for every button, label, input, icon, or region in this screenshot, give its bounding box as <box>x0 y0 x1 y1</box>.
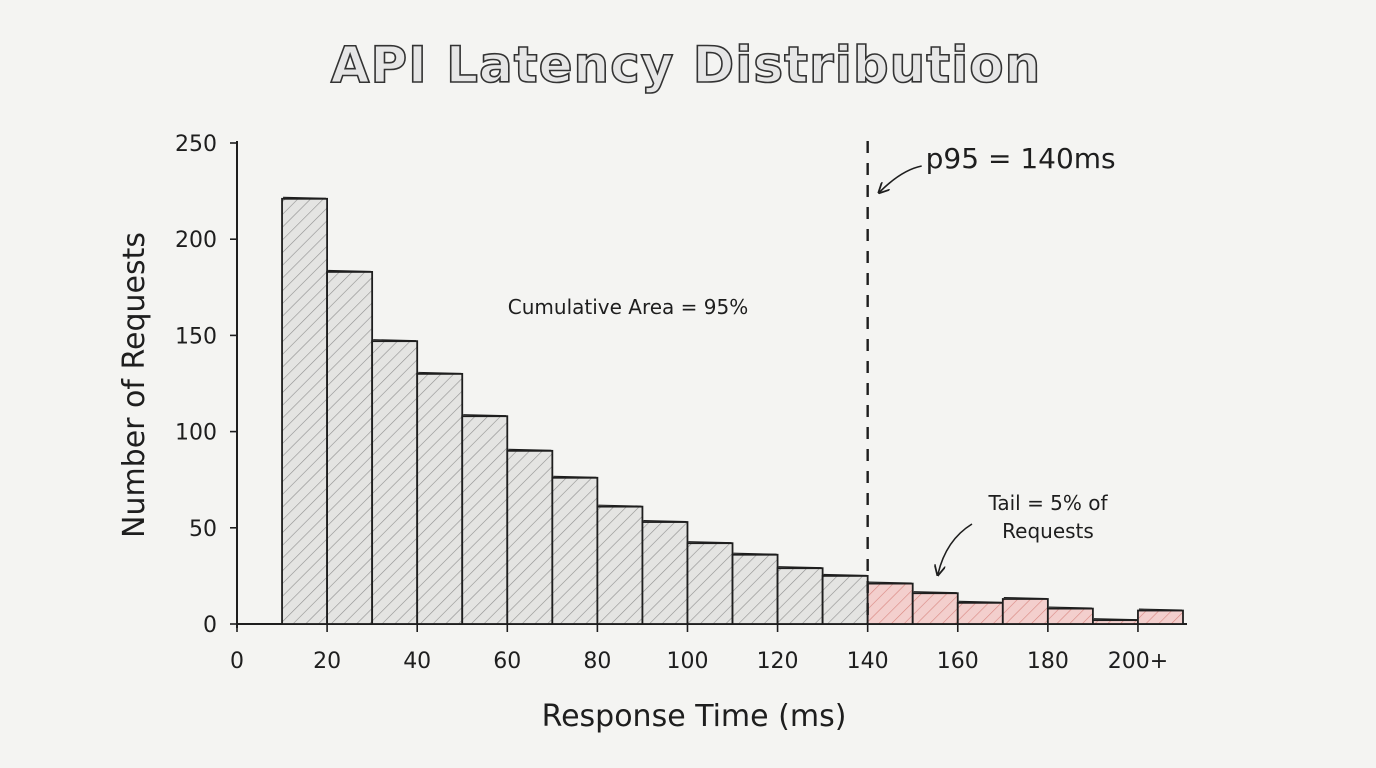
tail-bar <box>956 601 1004 625</box>
bar-top-stroke <box>373 339 417 342</box>
bar-top-stroke <box>958 600 1002 603</box>
y-axis: 0 50 100 150 200 250 <box>175 132 238 638</box>
histogram-bar <box>461 415 509 625</box>
histogram-bar <box>416 372 464 625</box>
y-tick-label: 0 <box>203 613 217 638</box>
bar-top-stroke <box>733 552 777 555</box>
x-tick-label: 140 <box>847 649 889 674</box>
bars <box>281 196 1184 625</box>
x-tick-label: 20 <box>313 649 341 674</box>
bar-top-stroke <box>508 448 552 451</box>
histogram-bar <box>326 271 374 625</box>
bar-top-stroke <box>463 414 507 417</box>
cumulative-area-annotation: Cumulative Area = 95% <box>508 295 748 319</box>
tail-bar <box>1092 619 1139 625</box>
bar-top-stroke <box>868 581 912 584</box>
bar-top-stroke <box>823 573 867 576</box>
tail-bar <box>866 582 914 625</box>
histogram-bar <box>821 575 869 625</box>
tail-bar <box>1137 609 1184 625</box>
bar-top-stroke <box>778 566 822 569</box>
bar-top-stroke <box>913 591 957 594</box>
histogram-bar <box>506 449 554 625</box>
x-tick-label: 120 <box>757 649 799 674</box>
annotations: p95 = 140ms <box>866 141 1116 624</box>
histogram-bar <box>281 197 328 625</box>
histogram-bar <box>731 553 779 625</box>
tail-bar <box>911 592 959 625</box>
y-axis-label: Number of Requests <box>117 232 152 538</box>
chart-title: API Latency Distribution <box>331 36 1041 94</box>
y-tick-label: 150 <box>175 324 217 349</box>
tail-bar <box>1046 607 1094 625</box>
bar-top-stroke <box>1093 618 1137 621</box>
bar-top-stroke <box>418 371 462 374</box>
bar-top-stroke <box>643 519 687 523</box>
bar-top-stroke <box>283 196 327 199</box>
histogram-bar <box>551 476 599 625</box>
histogram-bar <box>371 340 419 625</box>
y-tick-label: 250 <box>175 132 217 157</box>
histogram-bar <box>776 567 824 625</box>
y-tick-label: 200 <box>175 228 217 253</box>
p95-arrow <box>880 165 922 192</box>
x-tick-label: 200+ <box>1108 649 1168 674</box>
x-tick-label: 0 <box>230 649 244 674</box>
tail-bar <box>1001 598 1049 625</box>
histogram-bar <box>596 505 644 625</box>
tail-arrow <box>938 523 973 574</box>
histogram-bar <box>641 521 689 625</box>
x-axis: 0 20 40 60 80 100 120 140 160 180 200+ <box>230 623 1187 674</box>
x-tick-label: 80 <box>583 649 611 674</box>
bar-top-stroke <box>1048 606 1092 609</box>
bar-top-stroke <box>328 269 372 272</box>
x-tick-label: 100 <box>666 649 708 674</box>
p95-label: p95 = 140ms <box>926 142 1116 175</box>
bar-top-stroke <box>688 541 732 544</box>
histogram-bar <box>686 542 734 625</box>
bar-top-stroke <box>553 475 597 478</box>
y-tick-label: 100 <box>175 421 217 446</box>
bar-top-stroke <box>1138 608 1183 611</box>
y-tick-label: 50 <box>189 517 217 542</box>
bar-top-stroke <box>598 504 642 507</box>
x-axis-label: Response Time (ms) <box>542 699 847 734</box>
x-tick-label: 40 <box>403 649 431 674</box>
x-tick-label: 160 <box>937 649 979 674</box>
tail-annotation-line1: Tail = 5% of <box>987 491 1108 515</box>
tail-annotation-line2: Requests <box>1002 519 1094 543</box>
bar-top-stroke <box>1003 596 1047 600</box>
x-tick-label: 60 <box>493 649 521 674</box>
x-tick-label: 180 <box>1027 649 1069 674</box>
